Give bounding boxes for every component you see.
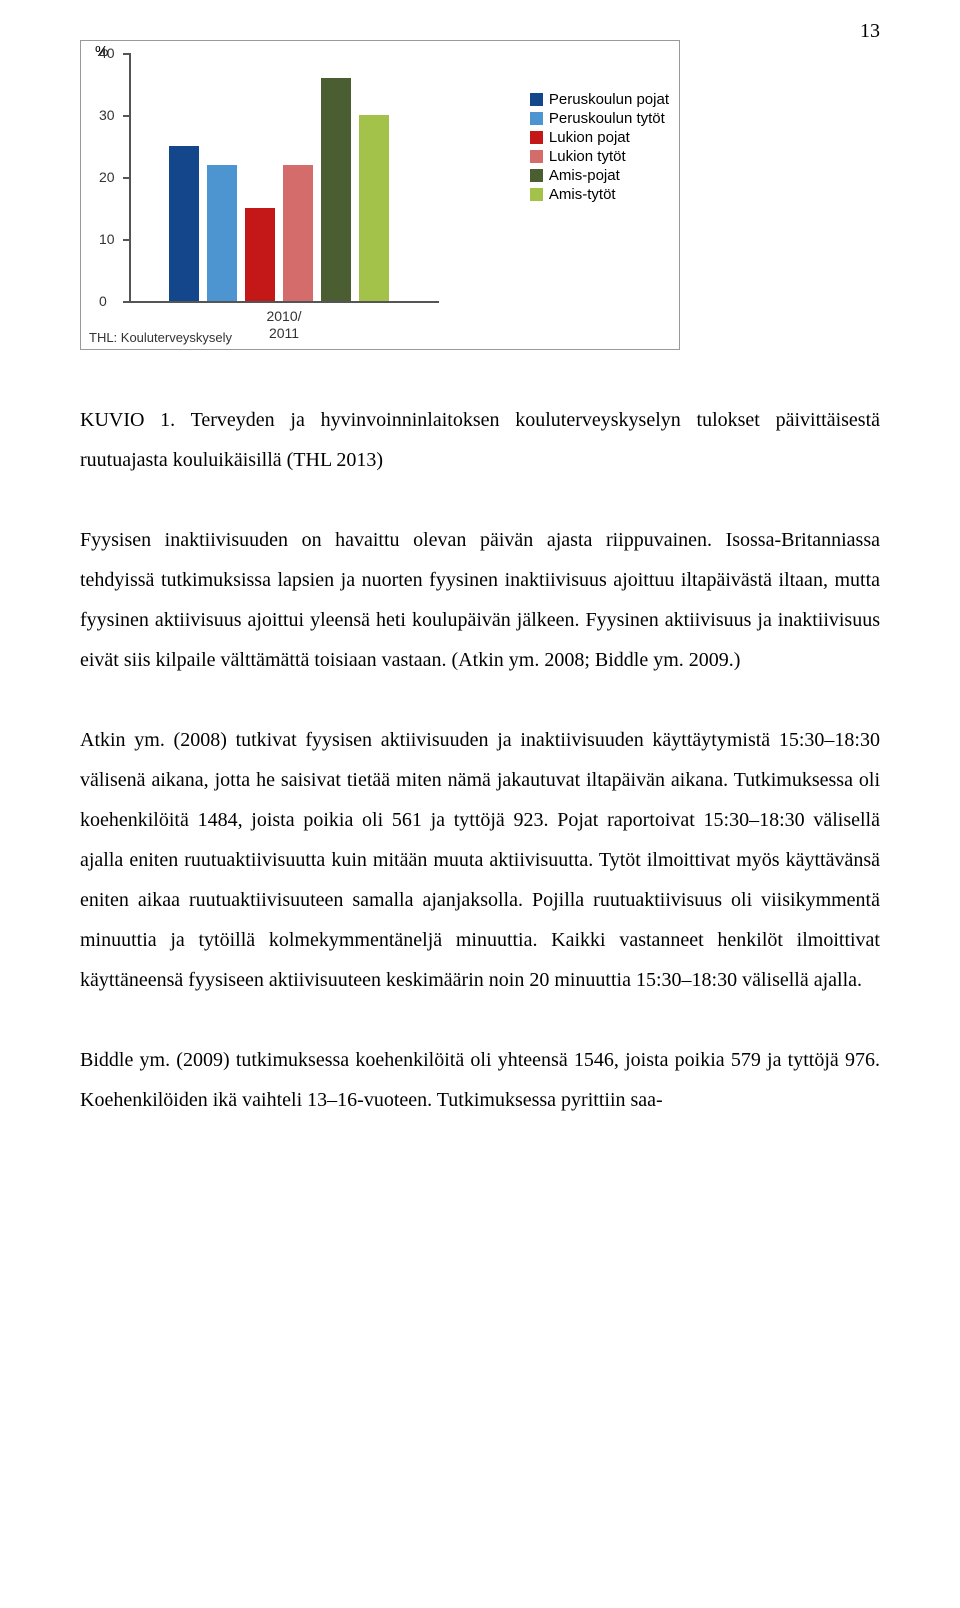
y-tick-label: 30 xyxy=(99,107,115,123)
legend-label: Peruskoulun tytöt xyxy=(549,110,665,127)
y-tick-mark xyxy=(123,301,129,303)
legend-label: Lukion tytöt xyxy=(549,148,626,165)
page-number: 13 xyxy=(860,20,880,43)
y-tick-label: 10 xyxy=(99,231,115,247)
kuvio-caption: KUVIO 1. Terveyden ja hyvinvoinninlaitok… xyxy=(80,400,880,480)
paragraph: Fyysisen inaktiivisuuden on havaittu ole… xyxy=(80,520,880,680)
legend-item: Amis-tytöt xyxy=(530,186,669,203)
legend-swatch xyxy=(530,112,543,125)
chart-bar xyxy=(207,165,237,301)
y-tick-label: 20 xyxy=(99,169,115,185)
y-tick-label: 40 xyxy=(99,45,115,61)
bar-chart: % 2010/ 2011 010203040 Peruskoulun pojat… xyxy=(80,40,680,350)
chart-bar xyxy=(169,146,199,301)
legend-label: Amis-pojat xyxy=(549,167,620,184)
legend-swatch xyxy=(530,131,543,144)
legend-item: Peruskoulun pojat xyxy=(530,91,669,108)
chart-bar xyxy=(283,165,313,301)
x-axis-line xyxy=(129,301,439,303)
y-tick-mark xyxy=(123,177,129,179)
legend-label: Peruskoulun pojat xyxy=(549,91,669,108)
legend-label: Lukion pojat xyxy=(549,129,630,146)
legend-swatch xyxy=(530,169,543,182)
y-tick-mark xyxy=(123,239,129,241)
chart-plot-area: % 2010/ 2011 010203040 xyxy=(129,53,439,301)
legend-swatch xyxy=(530,188,543,201)
legend-swatch xyxy=(530,150,543,163)
paragraph: Atkin ym. (2008) tutkivat fyysisen aktii… xyxy=(80,720,880,1000)
chart-bar xyxy=(359,115,389,301)
legend-label: Amis-tytöt xyxy=(549,186,616,203)
legend-item: Lukion tytöt xyxy=(530,148,669,165)
y-tick-mark xyxy=(123,115,129,117)
legend-item: Amis-pojat xyxy=(530,167,669,184)
legend-item: Peruskoulun tytöt xyxy=(530,110,669,127)
body-text: KUVIO 1. Terveyden ja hyvinvoinninlaitok… xyxy=(80,400,880,1120)
y-tick-label: 0 xyxy=(99,293,107,309)
x-axis-label: 2010/ 2011 xyxy=(266,308,301,342)
y-axis-line xyxy=(129,53,131,301)
chart-legend: Peruskoulun pojat Peruskoulun tytöt Lukion… xyxy=(530,91,669,205)
chart-bar xyxy=(245,208,275,301)
legend-item: Lukion pojat xyxy=(530,129,669,146)
legend-swatch xyxy=(530,93,543,106)
paragraph: Biddle ym. (2009) tutkimuksessa koehenki… xyxy=(80,1040,880,1120)
chart-bar xyxy=(321,78,351,301)
chart-source: THL: Kouluterveyskysely xyxy=(89,330,232,345)
y-tick-mark xyxy=(123,53,129,55)
